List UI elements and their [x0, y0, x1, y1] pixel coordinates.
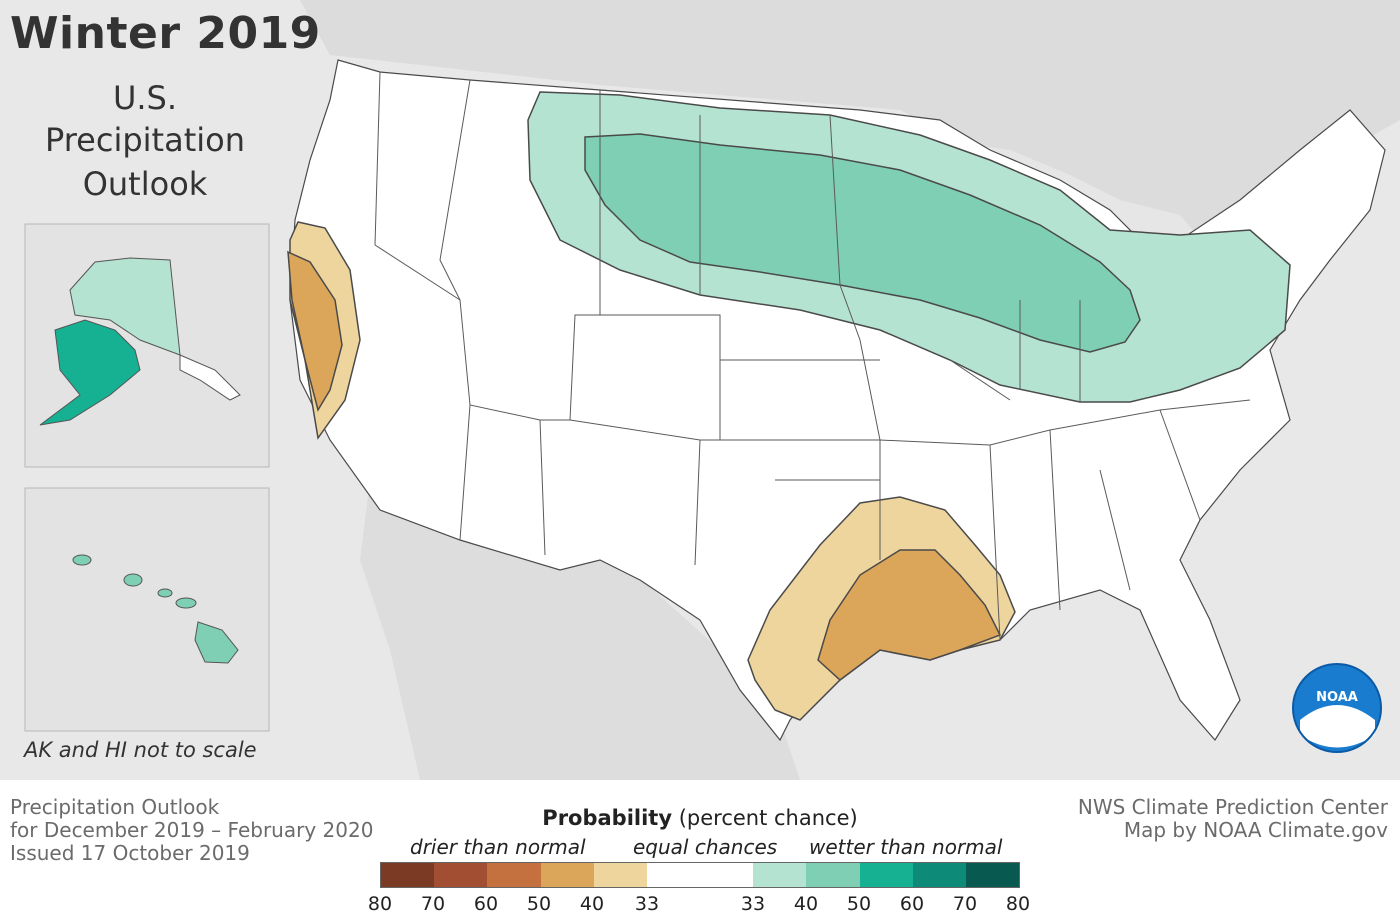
- legend-swatch: [540, 863, 594, 887]
- legend-swatch: [434, 863, 488, 887]
- legend-equal-label: equal chances: [633, 835, 778, 859]
- map-panel: Winter 2019 U.S. Precipitation Outlook A…: [0, 0, 1400, 780]
- legend-tick-label: 80: [367, 893, 393, 915]
- legend-swatch: [381, 863, 435, 887]
- legend-tick-label: 60: [473, 893, 499, 915]
- canada-land: [300, 0, 1400, 240]
- legend-tick-label: 33: [740, 893, 766, 915]
- legend-color-bar: [380, 862, 1020, 888]
- legend-title: Probability (percent chance): [380, 806, 1020, 830]
- hawaii-inset: [24, 487, 270, 732]
- state-boundaries: [374, 71, 1251, 641]
- legend-tick-label: 50: [526, 893, 552, 915]
- hawaii-islands: [72, 554, 239, 664]
- legend-swatch: [859, 863, 913, 887]
- credits-line-1: NWS Climate Prediction Center: [1077, 795, 1388, 819]
- inset-note: AK and HI not to scale: [24, 738, 257, 762]
- legend-tick-label: 70: [952, 893, 978, 915]
- westcoast-dry-40: [287, 250, 343, 412]
- credits: NWS Climate Prediction Center Map by NOA…: [1078, 796, 1388, 842]
- legend-swatch: [593, 863, 647, 887]
- legend-swatch: [965, 863, 1020, 887]
- legend-tick-label: 60: [899, 893, 925, 915]
- legend-tick-label: 40: [579, 893, 605, 915]
- outlook-info: Precipitation Outlook for December 2019 …: [10, 796, 373, 865]
- mexico-land: [360, 480, 800, 780]
- legend-wetter-label: wetter than normal: [809, 835, 1003, 859]
- legend-swatch: [487, 863, 541, 887]
- us-precipitation-map: [24, 0, 1400, 780]
- legend-title-bold: Probability: [542, 806, 673, 830]
- legend-drier-label: drier than normal: [410, 835, 586, 859]
- legend-tick-label: 70: [420, 893, 446, 915]
- noaa-logo-text: NOAA: [1316, 690, 1358, 705]
- noaa-logo: [1292, 663, 1382, 753]
- subtitle-line-2: Precipitation: [44, 121, 245, 159]
- outlook-info-line-3: Issued 17 October 2019: [10, 841, 250, 865]
- subtitle-line-1: U.S.: [112, 79, 178, 117]
- map-title: Winter 2019: [10, 8, 321, 59]
- legend-swatch: [912, 863, 966, 887]
- credits-line-2: Map by NOAA Climate.gov: [1123, 818, 1388, 842]
- legend-swatch: [753, 863, 807, 887]
- gulf-dry-40: [817, 549, 1002, 681]
- legend-tick-label: 80: [1005, 893, 1031, 915]
- alaska-panhandle: [179, 354, 241, 401]
- outlook-info-line-2: for December 2019 – February 2020: [10, 818, 374, 842]
- legend-tick-label: 33: [634, 893, 660, 915]
- legend-title-rest: (percent chance): [672, 806, 858, 830]
- alaska-wet-50: [39, 319, 141, 426]
- legend-tick-label: 40: [793, 893, 819, 915]
- outlook-info-line-1: Precipitation Outlook: [10, 795, 220, 819]
- subtitle-line-3: Outlook: [82, 165, 208, 203]
- north-wet-40: [584, 133, 1141, 353]
- legend-tick-label: 50: [846, 893, 872, 915]
- legend-swatch: [806, 863, 860, 887]
- legend-swatch: [646, 863, 754, 887]
